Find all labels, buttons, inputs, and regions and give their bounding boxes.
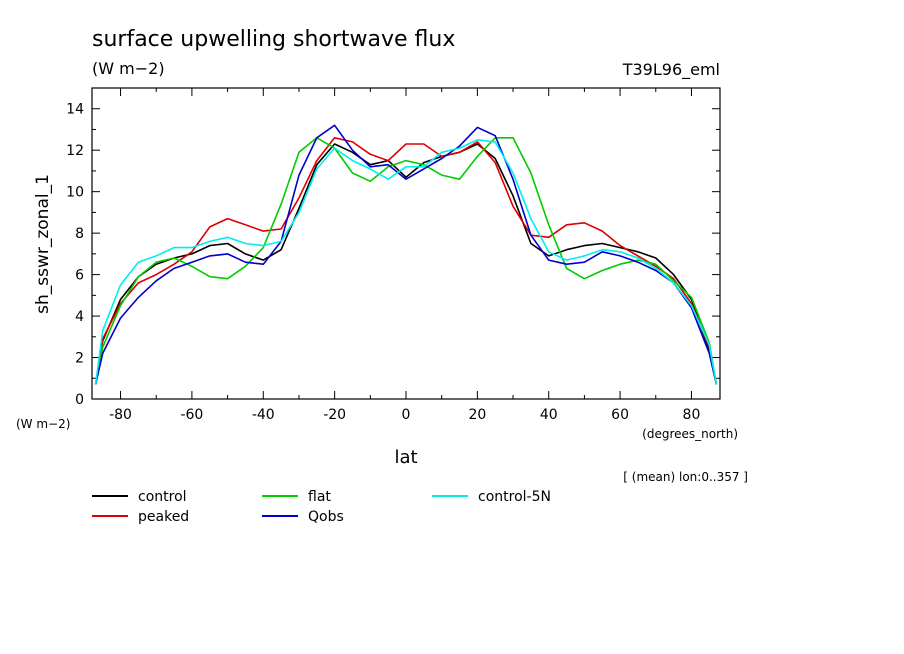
legend-label-control-5n: control-5N bbox=[478, 489, 551, 505]
x-tick-label: -40 bbox=[252, 407, 275, 423]
mean-note: [ (mean) lon:0..357 ] bbox=[623, 470, 748, 484]
x-tick-label: -80 bbox=[109, 407, 132, 423]
x-tick-label: 80 bbox=[683, 407, 701, 423]
x-tick-label: 20 bbox=[468, 407, 486, 423]
legend: control peaked flat Qobs control-5N bbox=[92, 489, 551, 525]
y-tick-label: 0 bbox=[75, 392, 84, 408]
series-line-peaked bbox=[94, 137, 718, 385]
legend-label-peaked: peaked bbox=[138, 509, 189, 525]
y-tick-label: 2 bbox=[75, 351, 84, 367]
plot-frame bbox=[91, 87, 721, 400]
legend-label-control: control bbox=[138, 489, 187, 505]
x-tick-label: -20 bbox=[323, 407, 346, 423]
series-lines bbox=[94, 124, 718, 385]
y-tick-label: 6 bbox=[75, 268, 84, 284]
x-tick-label: 40 bbox=[540, 407, 558, 423]
series-line-control-5n bbox=[94, 139, 718, 385]
y-axis-units: (W m−2) bbox=[16, 417, 70, 431]
x-axis-units: (degrees_north) bbox=[642, 427, 738, 441]
y-tick-label: 4 bbox=[75, 309, 84, 325]
y-tick-label: 10 bbox=[66, 185, 84, 201]
y-axis-label: sh_sswr_zonal_1 bbox=[33, 174, 53, 314]
series-line-control bbox=[94, 143, 718, 385]
legend-label-flat: flat bbox=[308, 489, 331, 505]
series-line-qobs bbox=[94, 124, 718, 385]
series-line-flat bbox=[94, 137, 718, 385]
y-tick-label: 8 bbox=[75, 226, 84, 242]
axis-ticks: -80 -60 -40 -20 0 20 40 60 80 0 2 4 6 8 10 12 14 bbox=[66, 87, 720, 423]
x-tick-label: -60 bbox=[180, 407, 203, 423]
x-tick-label: 0 bbox=[402, 407, 411, 423]
y-tick-label: 14 bbox=[66, 102, 84, 118]
x-axis-label: lat bbox=[394, 447, 417, 468]
experiment-label: T39L96_eml bbox=[622, 60, 720, 80]
chart-title: surface upwelling shortwave flux bbox=[92, 27, 455, 52]
x-tick-label: 60 bbox=[611, 407, 629, 423]
plot-area bbox=[91, 87, 721, 400]
y-tick-label: 12 bbox=[66, 143, 84, 159]
chart-units: (W m−2) bbox=[92, 59, 165, 78]
legend-label-qobs: Qobs bbox=[308, 509, 344, 525]
